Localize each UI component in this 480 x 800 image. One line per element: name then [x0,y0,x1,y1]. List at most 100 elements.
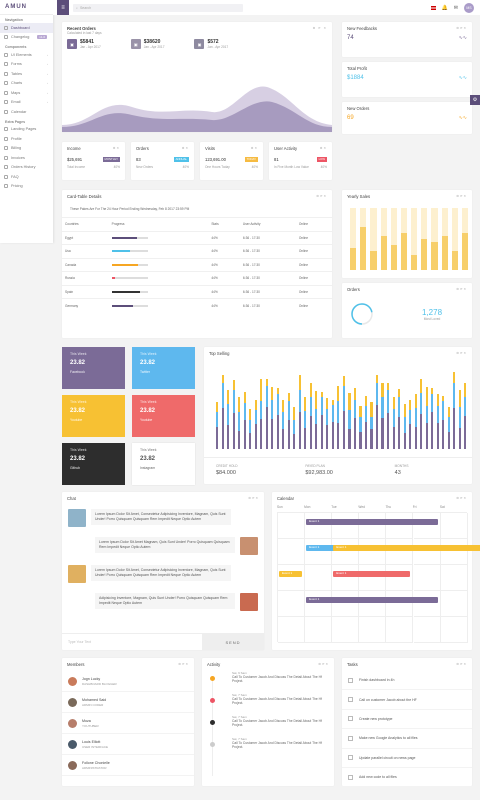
calendar-cell[interactable] [359,513,387,539]
calendar-cell[interactable] [332,513,360,539]
task-item[interactable]: Add new code to all files [342,768,472,788]
calendar-event[interactable]: Event 1 [333,571,411,577]
sidebar-item-charts[interactable]: Charts › [0,79,53,89]
calendar-cell[interactable] [440,617,468,643]
search-input[interactable]: ⌕ Search [73,3,243,12]
sidebar-item-faq[interactable]: FAQ [0,172,53,182]
social-tile-github[interactable]: This Week 23.82 Github [62,443,125,485]
calendar-event[interactable]: Event 1 [306,545,357,551]
sidebar-item-pricing[interactable]: Pricing [0,182,53,192]
card-controls-icon[interactable]: ⚙⟳✕ [316,194,327,198]
calendar-cell[interactable] [332,617,360,643]
task-checkbox[interactable] [348,716,353,722]
calendar-cell[interactable] [440,565,468,591]
calendar-event[interactable]: Event 1 [333,545,480,551]
calendar-cell[interactable] [359,591,387,617]
calendar-cell[interactable] [386,539,414,565]
calendar-cell[interactable] [413,591,441,617]
social-tile-youtube[interactable]: This Week 23.82 Youtube [62,395,125,437]
member-item[interactable]: Moza YOUTUBER [62,713,194,734]
task-item[interactable]: Finish dashboard in 4h [342,671,472,691]
card-controls-icon[interactable]: ⚙⟳✕ [178,662,189,666]
calendar-cell[interactable] [413,513,441,539]
card-controls-icon[interactable]: ⚙⟳✕ [248,496,259,500]
message-icon[interactable]: ✉ [453,4,458,11]
sidebar-item-forms[interactable]: Forms › [0,60,53,70]
sidebar-item-billing[interactable]: Billing [0,144,53,154]
card-controls-icon[interactable]: ⚙⟳✕ [456,26,467,30]
card-controls-icon[interactable]: ⚙⟳✕ [456,194,467,198]
sidebar-item-landing-pages[interactable]: Landing Pages [0,125,53,135]
calendar-event[interactable]: Event 1 [279,571,303,577]
member-item[interactable]: Jogn Lucky DASHBOARD BLOGGER [62,671,194,692]
calendar-cell[interactable] [305,513,333,539]
card-controls-icon[interactable]: ⚙✕ [181,146,189,150]
menu-toggle-icon[interactable]: ≡ [57,0,69,15]
social-tile-youtube[interactable]: This Week 23.82 Youtube [132,395,195,437]
card-controls-icon[interactable]: ⚙⟳✕ [318,662,329,666]
task-checkbox[interactable] [348,677,353,683]
calendar-cell[interactable] [359,617,387,643]
sidebar-item-dashboard[interactable]: Dashboard [0,23,53,33]
calendar-cell[interactable] [413,617,441,643]
calendar-cell[interactable] [332,565,360,591]
calendar-cell[interactable] [386,513,414,539]
member-item[interactable]: Mohamed Said ADMIN CODER [62,692,194,713]
social-tile-instagram[interactable]: This Week 23.82 Instagram [132,443,195,485]
sidebar-item-invoices[interactable]: Invoices [0,153,53,163]
calendar-cell[interactable] [278,513,306,539]
card-controls-icon[interactable]: ⚙⟳✕ [456,287,467,291]
card-controls-icon[interactable]: ⚙✕ [319,146,327,150]
calendar-cell[interactable] [278,617,306,643]
member-item[interactable]: Follone Chonielle ADMINISTRATOR [62,755,194,776]
card-controls-icon[interactable]: ⚙⟳✕ [456,662,467,666]
card-controls-icon[interactable]: ⚙⟳✕ [456,496,467,500]
sidebar-item-orders-history[interactable]: Orders History [0,163,53,173]
calendar-cell[interactable] [278,565,306,591]
bell-icon[interactable]: 🔔 [441,4,448,11]
social-tile-facebook[interactable]: This Week 23.82 Facebook [62,347,125,389]
calendar-cell[interactable] [386,565,414,591]
calendar-event[interactable]: Event 1 [306,519,438,525]
sidebar-item-profile[interactable]: Profile [0,134,53,144]
calendar-cell[interactable] [413,565,441,591]
sidebar-item-changelog[interactable]: Changelog v1.0 [0,33,53,43]
app-logo[interactable]: AMUN [0,0,53,15]
calendar-cell[interactable] [305,591,333,617]
task-item[interactable]: Update parallel circuit on news page [342,749,472,768]
calendar-cell[interactable] [386,591,414,617]
calendar-cell[interactable] [278,539,306,565]
sidebar-item-email[interactable]: Email › [0,98,53,108]
task-checkbox[interactable] [348,735,353,741]
calendar-event[interactable]: Event 1 [306,597,438,603]
task-checkbox[interactable] [348,697,353,703]
calendar-cell[interactable] [359,539,387,565]
calendar-cell[interactable] [332,591,360,617]
calendar-cell[interactable] [305,565,333,591]
send-button[interactable]: SEND [202,634,264,650]
calendar-cell[interactable] [440,591,468,617]
sidebar-item-tables[interactable]: Tables › [0,69,53,79]
chat-message-input[interactable]: Type Your Text [68,640,91,644]
flag-icon[interactable] [430,5,436,10]
calendar-cell[interactable] [440,513,468,539]
sidebar-item-ui-elements[interactable]: UI Elements › [0,50,53,60]
calendar-cell[interactable] [386,617,414,643]
calendar-cell[interactable] [440,539,468,565]
calendar-cell[interactable] [305,617,333,643]
social-tile-twitter[interactable]: This Week 23.82 Twitter [132,347,195,389]
task-checkbox[interactable] [348,755,353,761]
calendar-cell[interactable] [305,539,333,565]
task-item[interactable]: Create new prototype [342,710,472,730]
sidebar-item-maps[interactable]: Maps › [0,88,53,98]
settings-gear-icon[interactable]: ⚙ [470,95,480,105]
calendar-cell[interactable] [332,539,360,565]
card-controls-icon[interactable]: ⚙ ⟳ ✕ [312,26,327,30]
task-checkbox[interactable] [348,774,353,780]
calendar-cell[interactable] [359,565,387,591]
user-avatar[interactable]: MS [464,2,474,13]
card-controls-icon[interactable]: ⚙✕ [112,146,120,150]
card-controls-icon[interactable]: ⚙✕ [250,146,258,150]
calendar-cell[interactable] [413,539,441,565]
member-item[interactable]: Louis Elliott USER INTERFACE [62,734,194,755]
